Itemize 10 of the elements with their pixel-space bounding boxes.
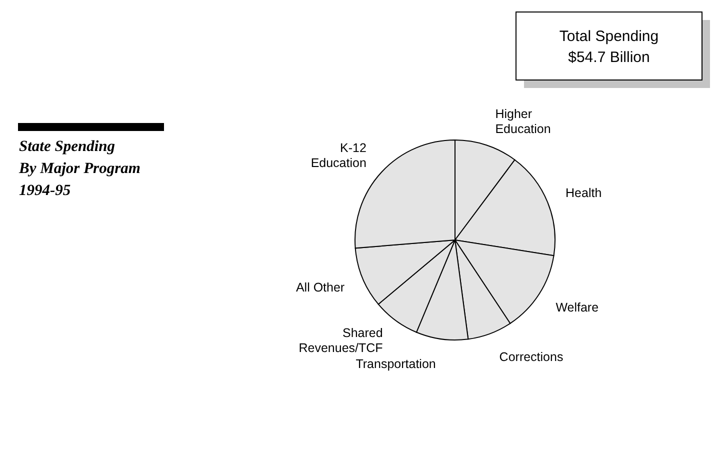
text: Total Spending $54.7 Billion <box>559 28 659 66</box>
slice-label: Health <box>566 186 602 200</box>
slice-label: Corrections <box>499 350 564 364</box>
slice-label: Transportation <box>356 356 436 371</box>
slice-label: Higher Education <box>495 106 551 136</box>
slice-label: Shared Revenues/TCF <box>298 326 384 356</box>
text: State Spending By Major Program 1994-95 <box>18 138 140 199</box>
slice-label: Welfare <box>556 300 599 315</box>
slice-label: All Other <box>296 280 345 294</box>
slice-label: K-12 Education <box>310 140 366 170</box>
